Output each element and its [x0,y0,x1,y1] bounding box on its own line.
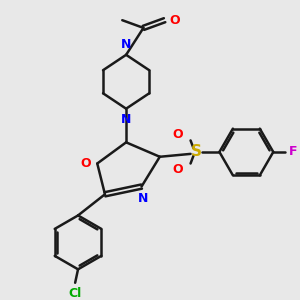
Text: O: O [81,157,92,170]
Text: O: O [172,163,183,176]
Text: O: O [172,128,183,141]
Text: Cl: Cl [68,286,82,300]
Text: N: N [138,192,148,206]
Text: N: N [121,112,131,125]
Text: N: N [121,38,131,51]
Text: O: O [169,14,180,27]
Text: S: S [191,145,202,160]
Text: F: F [289,146,297,158]
